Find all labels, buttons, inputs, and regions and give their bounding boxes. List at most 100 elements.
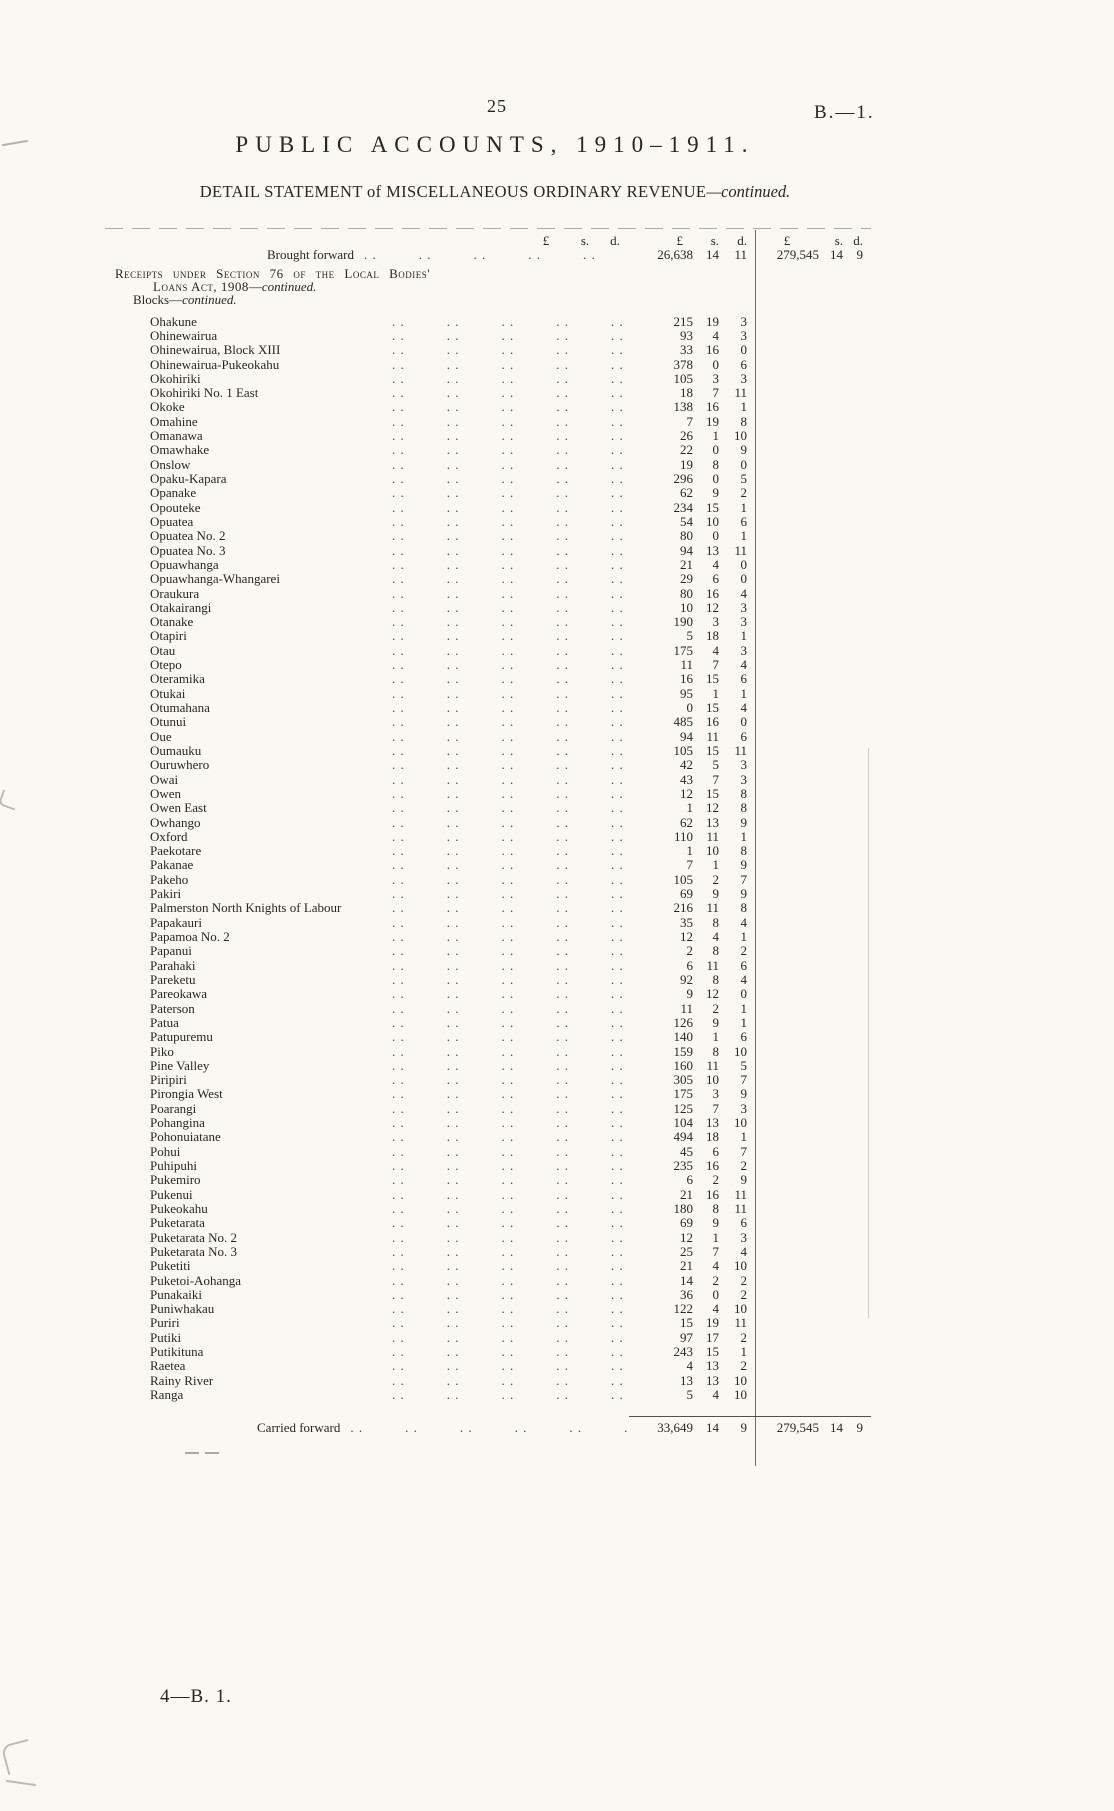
block-amount: 180 8 11 (629, 1200, 748, 1216)
currency-header-group-3: £ s. d. (747, 234, 871, 247)
pencil-mark (0, 1738, 36, 1776)
printer-signature: 4—B. 1. (160, 1686, 232, 1707)
block-name-lead: Oxford (105, 830, 629, 844)
pence-value: 4 (740, 700, 748, 715)
pence-value: 10 (734, 428, 747, 444)
dot-leader (382, 1302, 629, 1316)
table-row: Ohinewairua-Pukeokahu 378 0 6 (105, 357, 871, 372)
table-row: Pukemiro 6 2 9 (105, 1172, 871, 1187)
table-row: Otanake 190 3 3 (105, 614, 871, 630)
pence-value: 3 (740, 313, 748, 329)
shillings-value: 7 (712, 657, 720, 673)
block-name-lead: Pakeho (105, 873, 629, 887)
block-name-lead: Otapiri (105, 629, 629, 643)
pounds-value: 12 (680, 1229, 693, 1245)
table-row: Putiki 97 17 2 (105, 1330, 871, 1345)
shillings-value: 11 (706, 957, 719, 973)
table-row: Opuatea No. 2 80 0 1 (105, 528, 871, 543)
block-name-lead: Ohakune (105, 315, 629, 329)
block-name-lead: Puketiti (105, 1259, 629, 1273)
block-name: Oue (150, 729, 172, 744)
block-name: Pakeho (150, 872, 189, 887)
block-name-lead: Opaku-Kapara (105, 472, 629, 486)
block-name: Ohinewairua-Pukeokahu (150, 357, 280, 372)
dot-leader (382, 973, 629, 987)
table-row: Opuawhanga 21 4 0 (105, 557, 871, 572)
dot-leader (382, 472, 629, 486)
table-row: Owai 43 7 3 (105, 772, 871, 787)
block-name-lead: Pareketu (105, 973, 629, 987)
dot-leader (382, 773, 629, 787)
dot-leader (382, 1045, 629, 1059)
block-name-lead: Owen (105, 787, 629, 801)
table-row: Otepo 11 7 4 (105, 657, 871, 673)
shillings-value: 4 (712, 1258, 720, 1274)
shillings-value: 0 (712, 1286, 720, 1302)
dot-leader (382, 529, 629, 543)
table-row: Puketarata 69 9 6 (105, 1215, 871, 1231)
block-name: Omawhake (150, 443, 210, 458)
block-amount: 62 9 2 (629, 485, 747, 500)
pounds-value: 5 (686, 628, 694, 644)
table-row: Puketiti 21 4 10 (105, 1258, 871, 1274)
block-name: Pukenui (150, 1187, 193, 1202)
block-name-lead: Punakaiki (105, 1288, 629, 1302)
page-title: PUBLIC ACCOUNTS, 1910–1911. (235, 132, 755, 157)
table-row: Raetea 4 13 2 (105, 1358, 871, 1374)
pence-value: 3 (740, 1100, 748, 1116)
pounds-value: 21 (680, 1258, 693, 1274)
block-amount: 126 9 1 (629, 1014, 748, 1030)
shillings-value: 18 (706, 628, 719, 644)
block-name: Pukeokahu (150, 1201, 208, 1216)
dot-leader (382, 1159, 629, 1173)
table-row: Otau 175 4 3 (105, 642, 871, 658)
block-name-lead: Oteramika (105, 672, 629, 686)
block-name-lead: Pakanae (105, 858, 629, 872)
shillings-value: 9 (712, 1215, 720, 1231)
block-amount: 235 16 2 (629, 1158, 748, 1173)
pence-value: 9 (740, 1420, 748, 1436)
block-amount: 234 15 1 (629, 500, 748, 515)
dot-leader (382, 944, 629, 958)
shillings-value: 3 (712, 1086, 720, 1102)
pounds-value: 1 (686, 843, 694, 859)
block-name: Piripiri (150, 1073, 187, 1088)
table-row: Puniwhakau 122 4 10 (105, 1301, 871, 1316)
shillings-value: 9 (712, 1014, 720, 1030)
shillings-value: 13 (706, 1358, 719, 1374)
block-name: Puketoi-Aohanga (150, 1273, 241, 1288)
shillings-value: 4 (712, 929, 720, 944)
pounds-value: 180 (673, 1200, 694, 1216)
block-name-lead: Putiki (105, 1331, 629, 1345)
block-name-lead: Oue (105, 730, 629, 744)
carried-forward-subtotal: 33,649 14 9 (629, 1416, 747, 1439)
pounds-value: 159 (673, 1043, 694, 1059)
dot-leader (382, 959, 629, 973)
pence-value: 1 (740, 628, 748, 644)
table-row: Oteramika 16 15 6 (105, 672, 871, 687)
shillings-value: 1 (712, 428, 720, 444)
pounds-value: 36 (680, 1286, 693, 1302)
block-name: Ohinewairua (150, 328, 218, 343)
table-row: Pakiri 69 9 9 (105, 886, 871, 901)
block-name: Puketarata No. 3 (150, 1244, 238, 1259)
pence-value: 6 (740, 513, 748, 529)
block-amount: 215 19 3 (629, 313, 748, 329)
dot-leader (382, 515, 629, 529)
block-name-lead: Patupuremu (105, 1030, 629, 1044)
dot-leader (382, 644, 629, 658)
pence-value: 9 (740, 1086, 748, 1102)
pounds-value: 175 (673, 642, 694, 658)
block-name: Onslow (150, 457, 191, 472)
table-row: Okoke 138 16 1 (105, 400, 871, 415)
shillings-value: 1 (712, 1229, 720, 1245)
block-amount: 33 16 0 (629, 342, 747, 357)
block-name: Otanake (150, 615, 194, 630)
pence-value: 2 (740, 1358, 748, 1374)
block-name-lead: Raetea (105, 1359, 629, 1373)
section-line2-dash: — (248, 279, 262, 295)
table-row: Patupuremu 140 1 6 (105, 1029, 871, 1044)
pounds-value: 215 (673, 313, 694, 329)
block-name: Opuawhanga-Whangarei (150, 572, 280, 587)
block-name-lead: Pine Valley (105, 1059, 629, 1073)
